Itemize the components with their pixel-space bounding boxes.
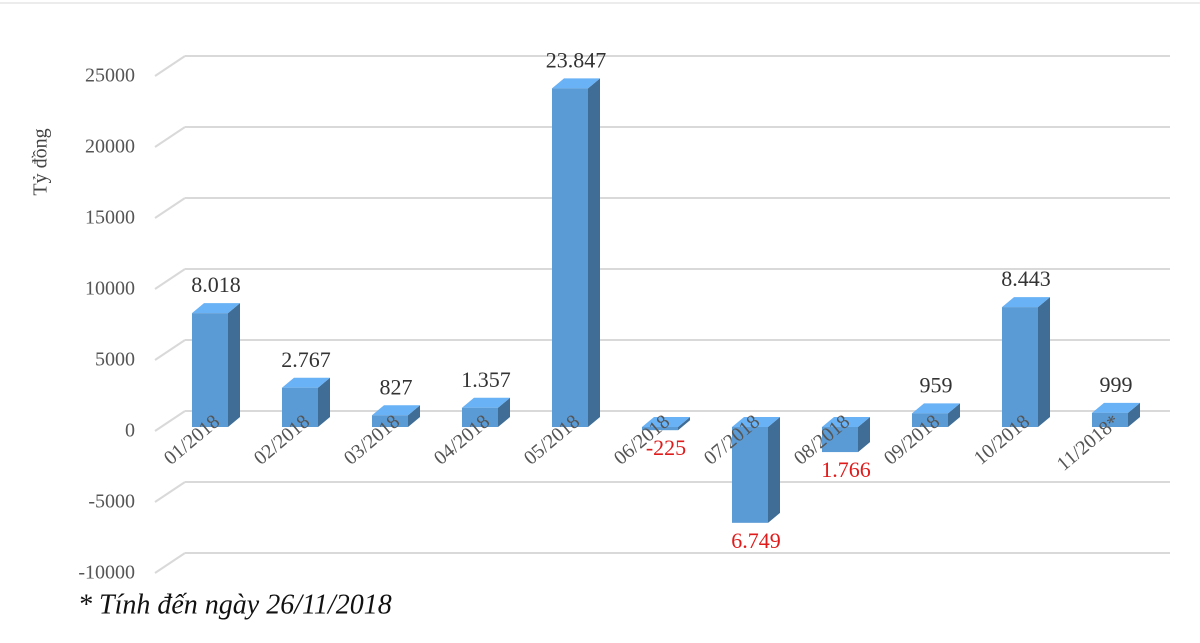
grid-line [154, 197, 186, 219]
x-tick-label: 02/2018 [250, 410, 314, 469]
value-label: 2.767 [281, 347, 331, 372]
bar-side [678, 417, 690, 431]
y-tick-label: 15000 [85, 207, 135, 229]
value-label: -225 [646, 435, 686, 460]
bar [192, 313, 228, 427]
bar-top [912, 403, 960, 414]
grid-line [154, 481, 186, 503]
y-tick-label: 5000 [95, 349, 135, 371]
bar-top [372, 405, 420, 416]
bar [1092, 412, 1128, 427]
x-tick-label: 04/2018 [430, 410, 494, 469]
x-tick-label: 09/2018 [880, 410, 944, 469]
bar [462, 407, 498, 427]
y-tick-label: -5000 [88, 491, 135, 513]
bar [282, 387, 318, 427]
bar-top [282, 377, 330, 388]
bar-side [408, 405, 420, 427]
x-tick-label: 03/2018 [340, 410, 404, 469]
x-tick-label: 10/2018 [970, 410, 1034, 469]
bar-top [1092, 402, 1140, 413]
value-label: 23.847 [546, 47, 607, 72]
grid-line [154, 339, 186, 361]
bar [732, 427, 768, 523]
value-label: 6.749 [731, 528, 781, 553]
y-tick-label: -10000 [78, 562, 135, 584]
bar [552, 88, 588, 428]
bar-side [1128, 402, 1140, 427]
bar [822, 427, 858, 453]
bar-top [822, 417, 870, 427]
value-label: 8.443 [1001, 266, 1051, 291]
y-axis-title: Tỷ đồng [30, 128, 52, 195]
y-tick-label: 10000 [85, 278, 135, 300]
x-tick-label: 05/2018 [520, 410, 584, 469]
y-tick-label: 0 [125, 420, 135, 442]
value-label: 8.018 [191, 272, 241, 297]
bar-top [552, 78, 600, 89]
bar [1002, 307, 1038, 427]
bar-side [1038, 297, 1050, 427]
bar-side [768, 417, 780, 523]
bar-top [732, 417, 780, 427]
y-tick-label: 25000 [85, 65, 135, 87]
bar-side [948, 403, 960, 427]
y-tick-label: 20000 [85, 136, 135, 158]
value-label: 959 [920, 372, 953, 397]
value-label: 827 [380, 374, 413, 399]
value-label: 999 [1100, 372, 1133, 397]
grid-line [154, 410, 186, 432]
bar-side [588, 78, 600, 428]
x-tick-label: 01/2018 [160, 410, 224, 469]
bar-side [228, 303, 240, 427]
bar [372, 415, 408, 427]
grid-line [154, 268, 186, 290]
footnote: * Tính đến ngày 26/11/2018 [78, 589, 392, 620]
value-label: 1.766 [821, 457, 871, 482]
grid-line [154, 552, 186, 574]
value-label: 1.357 [461, 367, 511, 392]
grid-line [154, 126, 186, 148]
bar-side [858, 417, 870, 453]
bar-side [498, 397, 510, 427]
x-tick-label: 11/2018* [1053, 410, 1124, 475]
bar [912, 413, 948, 427]
bar-top [462, 397, 510, 408]
bar [642, 427, 678, 431]
bar-top [642, 417, 690, 427]
bar-side [318, 377, 330, 427]
bar-top [192, 303, 240, 314]
grid-line [154, 55, 186, 77]
bar-top [1002, 297, 1050, 308]
